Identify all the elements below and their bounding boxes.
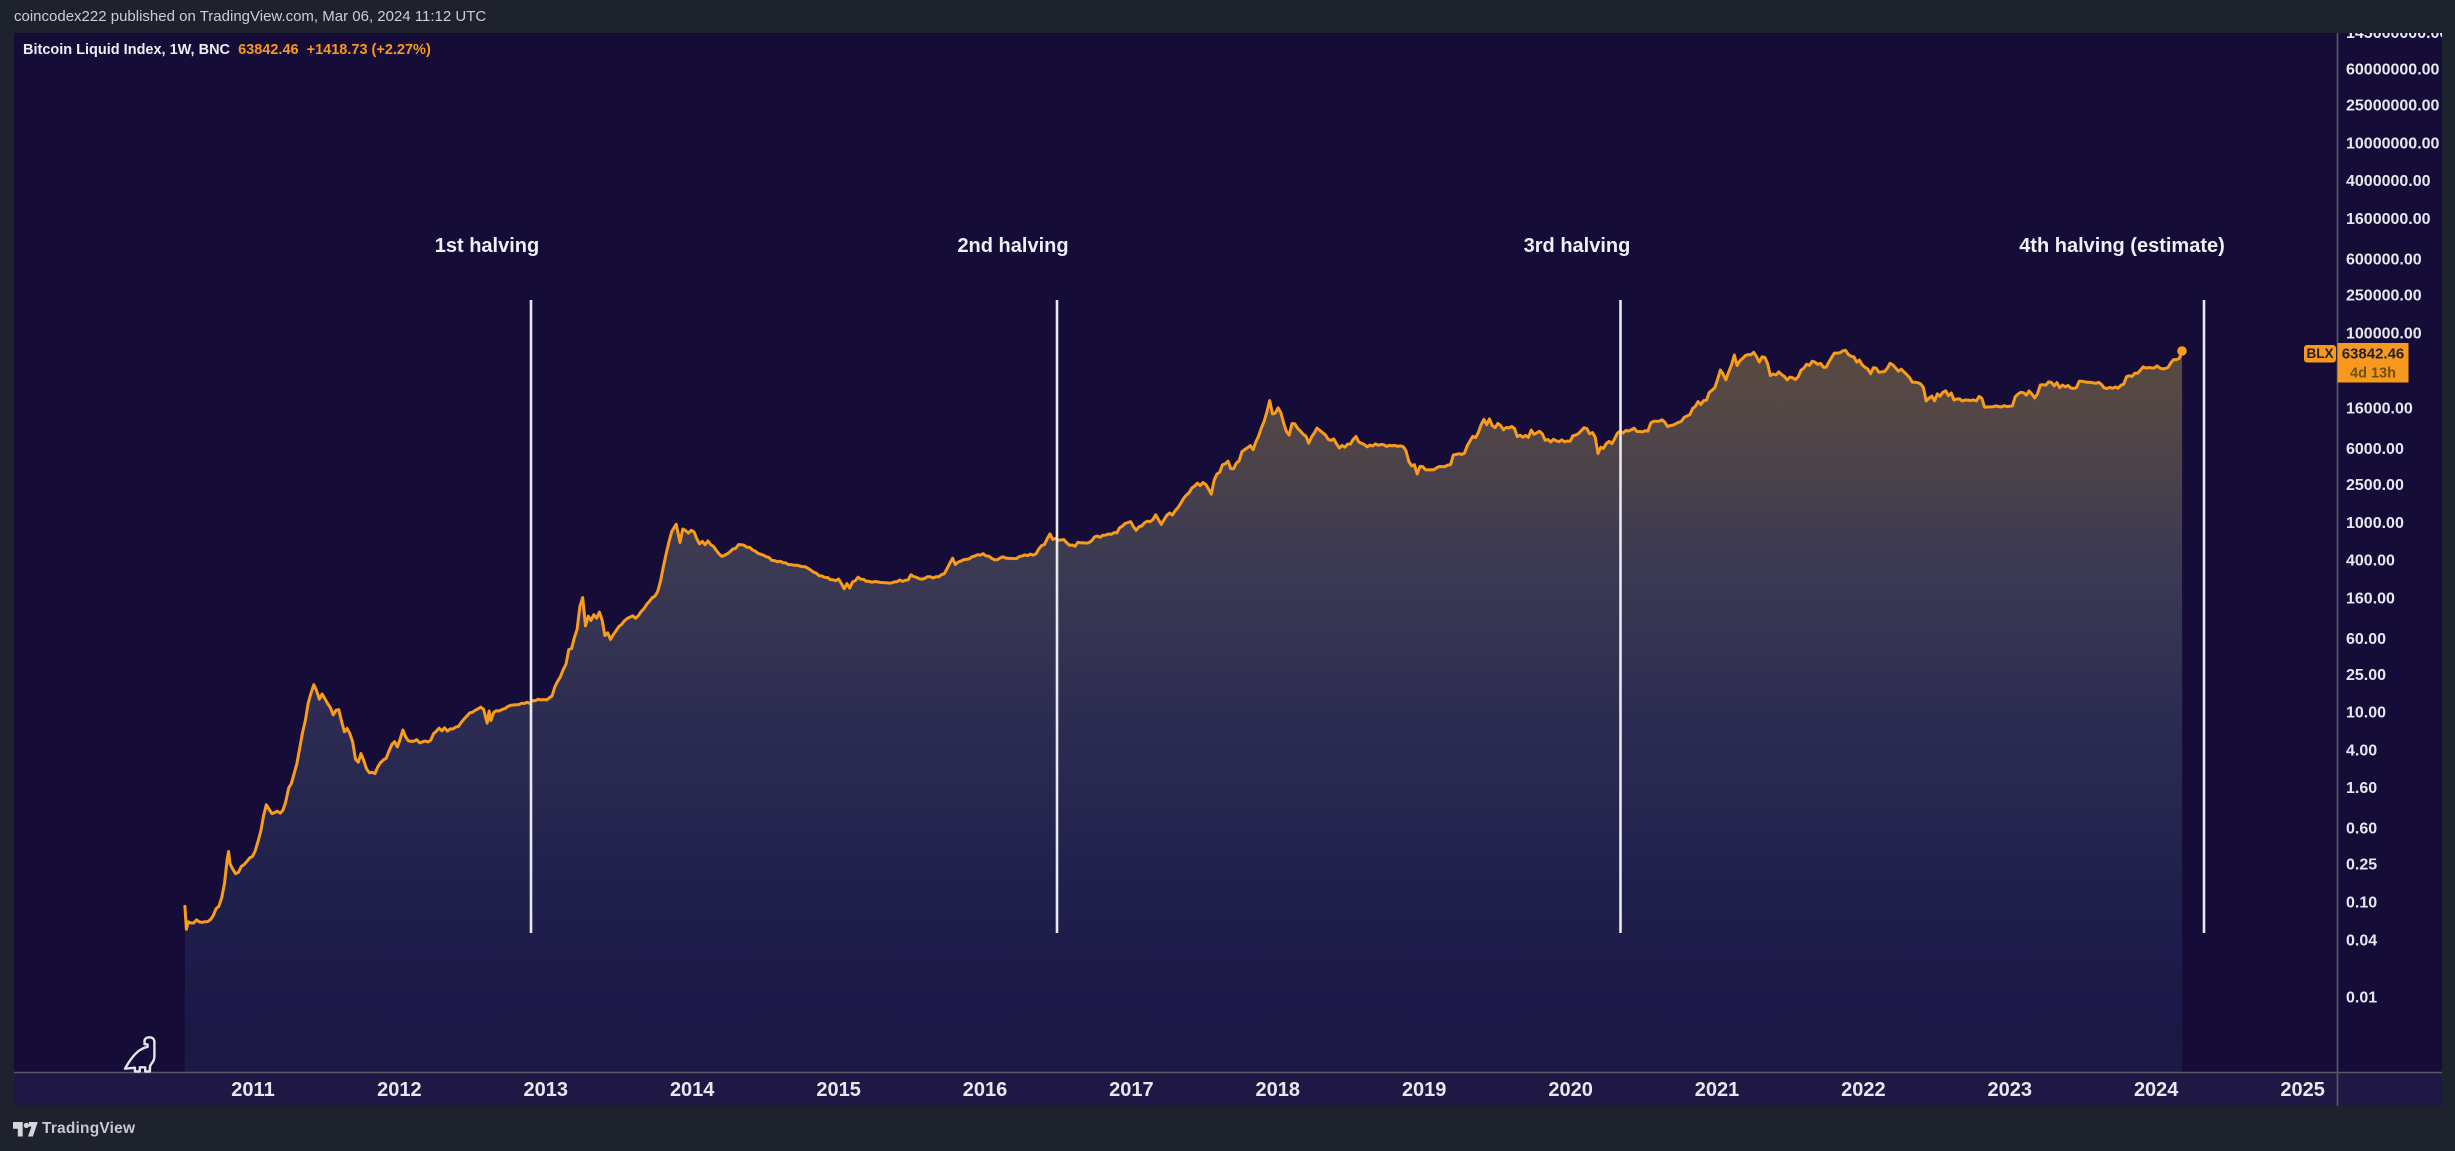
svg-text:600000.00: 600000.00 [2346, 251, 2422, 268]
svg-text:4.00: 4.00 [2346, 742, 2377, 759]
svg-text:2018: 2018 [1256, 1079, 1301, 1101]
svg-text:0.60: 0.60 [2346, 821, 2377, 838]
svg-text:0.25: 0.25 [2346, 857, 2377, 874]
svg-text:160.00: 160.00 [2346, 590, 2395, 607]
svg-text:2017: 2017 [1109, 1079, 1154, 1101]
svg-text:2011: 2011 [231, 1079, 274, 1101]
svg-text:25.00: 25.00 [2346, 667, 2386, 684]
svg-text:60.00: 60.00 [2346, 631, 2386, 648]
svg-text:2015: 2015 [816, 1079, 861, 1101]
svg-text:60000000.00: 60000000.00 [2346, 62, 2440, 79]
svg-text:2019: 2019 [1402, 1079, 1447, 1101]
svg-text:0.10: 0.10 [2346, 894, 2377, 911]
svg-text:0.04: 0.04 [2346, 932, 2377, 949]
svg-text:400.00: 400.00 [2346, 553, 2395, 570]
svg-text:BLX: BLX [2307, 346, 2334, 361]
svg-text:145000000.00: 145000000.00 [2346, 33, 2442, 42]
svg-text:250000.00: 250000.00 [2346, 287, 2422, 304]
svg-text:2025: 2025 [2280, 1079, 2325, 1101]
svg-text:2012: 2012 [377, 1079, 422, 1101]
svg-text:2016: 2016 [963, 1079, 1008, 1101]
svg-text:2013: 2013 [524, 1079, 569, 1101]
svg-text:10.00: 10.00 [2346, 705, 2386, 722]
svg-text:4000000.00: 4000000.00 [2346, 173, 2431, 190]
svg-text:16000.00: 16000.00 [2346, 401, 2413, 418]
svg-text:2020: 2020 [1548, 1079, 1593, 1101]
svg-text:2021: 2021 [1695, 1079, 1740, 1101]
svg-text:2023: 2023 [1988, 1079, 2033, 1101]
svg-text:6000.00: 6000.00 [2346, 441, 2404, 458]
svg-text:2022: 2022 [1841, 1079, 1886, 1101]
svg-text:10000000.00: 10000000.00 [2346, 135, 2440, 152]
svg-text:1.60: 1.60 [2346, 780, 2377, 797]
svg-text:1000.00: 1000.00 [2346, 515, 2404, 532]
svg-text:100000.00: 100000.00 [2346, 325, 2422, 342]
svg-text:25000000.00: 25000000.00 [2346, 98, 2440, 115]
svg-text:4d 13h: 4d 13h [2350, 366, 2396, 382]
svg-text:2024: 2024 [2134, 1079, 2179, 1101]
svg-text:2500.00: 2500.00 [2346, 477, 2404, 494]
svg-text:63842.46: 63842.46 [2342, 346, 2405, 363]
svg-text:1600000.00: 1600000.00 [2346, 211, 2431, 228]
svg-text:2014: 2014 [670, 1079, 715, 1101]
svg-text:0.01: 0.01 [2346, 989, 2377, 1006]
